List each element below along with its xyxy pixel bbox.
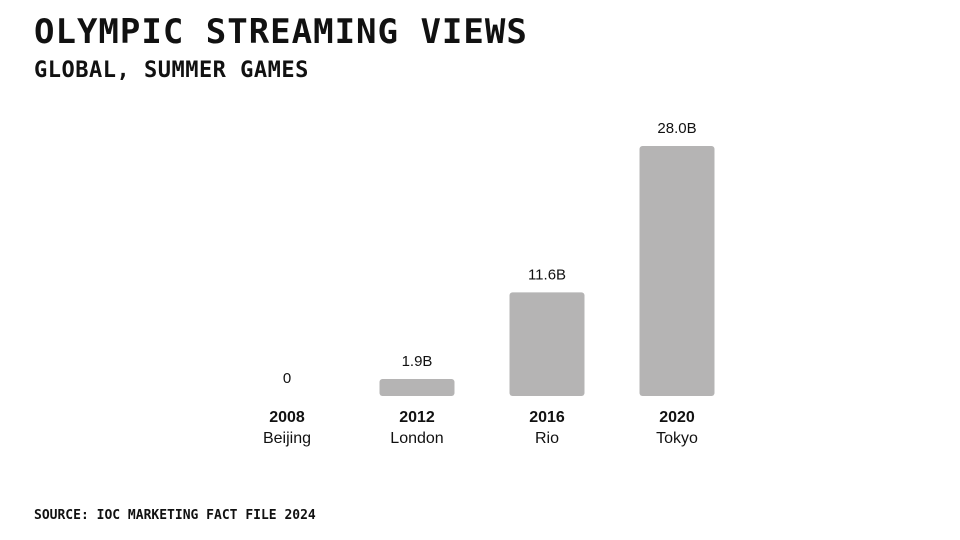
category-label-2016: 2016 bbox=[529, 409, 565, 426]
bar-2016 bbox=[509, 292, 585, 396]
category-sublabel-2012: London bbox=[390, 430, 443, 447]
category-label-2020: 2020 bbox=[659, 409, 695, 426]
category-sublabel-2008: Beijing bbox=[263, 430, 311, 447]
value-label-2016: 11.6B bbox=[528, 266, 566, 283]
category-label-2008: 2008 bbox=[269, 409, 305, 426]
category-sublabel-2016: Rio bbox=[535, 430, 559, 447]
category-label-2012: 2012 bbox=[399, 409, 435, 426]
value-label-2012: 1.9B bbox=[402, 353, 433, 370]
category-sublabel-2020: Tokyo bbox=[656, 430, 698, 447]
value-label-2008: 0 bbox=[283, 370, 291, 387]
value-label-2020: 28.0B bbox=[657, 120, 696, 137]
source-note: Source: IOC Marketing Fact File 2024 bbox=[34, 508, 316, 523]
chart-subtitle: Global, Summer Games bbox=[34, 58, 309, 83]
chart-title: Olympic Streaming Views bbox=[34, 12, 528, 52]
bar-2020 bbox=[639, 146, 715, 396]
bar-2012 bbox=[379, 379, 455, 396]
